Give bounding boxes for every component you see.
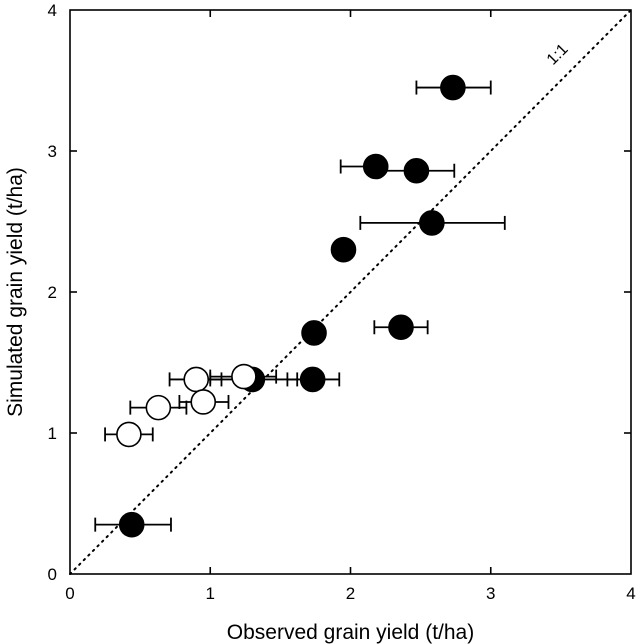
y-tick-label: 2 [48, 283, 57, 302]
filled-data-point [403, 157, 430, 184]
y-tick-label: 3 [48, 142, 57, 161]
one-to-one-line [69, 9, 632, 575]
y-tick-label: 1 [48, 424, 57, 443]
reference-line-group: 1:1 [69, 9, 632, 575]
open-data-point [116, 421, 142, 448]
filled-data-point [118, 511, 145, 538]
filled-data-point [362, 153, 389, 180]
x-tick-label: 4 [626, 584, 635, 603]
y-tick-label: 0 [48, 565, 57, 584]
y-tick-label: 4 [48, 1, 57, 20]
open-data-point [183, 366, 210, 393]
x-tick-label: 2 [346, 584, 355, 603]
axis-ticks: 0 1 2 3 4 0 1 2 3 4 [48, 1, 636, 603]
x-tick-label: 3 [486, 584, 495, 603]
open-data-point [231, 363, 257, 390]
filled-data-point [330, 236, 357, 263]
filled-data-point [388, 314, 414, 341]
open-data-point [145, 394, 172, 421]
x-axis-title: Observed grain yield (t/ha) [227, 621, 474, 644]
filled-data-point [440, 74, 466, 101]
y-axis-title: Simulated grain yield (t/ha) [4, 167, 27, 417]
filled-data-point [299, 366, 326, 393]
open-data-point [190, 389, 217, 415]
filled-data-point [301, 320, 327, 346]
x-tick-label: 0 [65, 584, 74, 603]
data-points [116, 74, 466, 538]
error-bars [94, 80, 506, 532]
x-tick-label: 1 [206, 584, 215, 603]
one-to-one-label: 1:1 [544, 41, 572, 69]
filled-data-point [419, 210, 445, 236]
